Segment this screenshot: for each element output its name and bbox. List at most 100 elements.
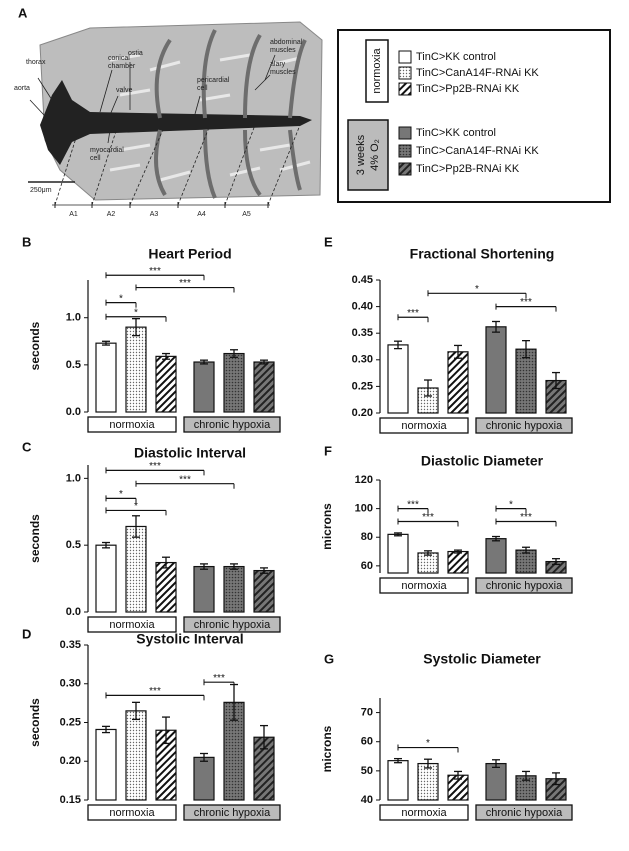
segment-label: A5 (242, 211, 251, 218)
diagram-label: chamber (108, 63, 136, 70)
error-bar (424, 550, 432, 556)
error-bar (200, 752, 208, 762)
y-axis-label: seconds (28, 514, 42, 563)
panel-label: A (18, 5, 28, 20)
bar (95, 342, 117, 413)
bar (387, 760, 409, 801)
error-bar (552, 371, 560, 390)
diagram-label: aorta (14, 85, 30, 92)
y-tick-label: 1.0 (66, 472, 81, 484)
legend-swatch (398, 50, 412, 64)
group-box (183, 616, 281, 633)
bar (193, 361, 215, 413)
significance-label: *** (520, 297, 532, 308)
diagram-label: cell (90, 155, 101, 162)
error-bar (132, 318, 140, 337)
bar (155, 355, 177, 413)
significance-label: * (119, 293, 123, 304)
legend-group-label: normoxia (371, 48, 383, 94)
y-tick-label: 70 (361, 706, 373, 718)
bar (95, 544, 117, 613)
chart-title: Systolic Diameter (423, 651, 541, 667)
legend-item: TinC>CanA14F-RNAi KK (416, 67, 539, 79)
diagram-label: muscles (270, 69, 296, 76)
significance-label: *** (149, 461, 161, 472)
significance-label: *** (179, 474, 191, 485)
error-bar (492, 320, 500, 333)
y-tick-label: 60 (361, 560, 373, 572)
bar (387, 344, 409, 414)
significance-label: * (119, 489, 123, 500)
y-axis-label: microns (320, 503, 334, 550)
y-tick-label: 0.35 (352, 327, 373, 339)
group-label: normoxia (401, 420, 447, 432)
group-label: chronic hypoxia (486, 580, 563, 592)
panel-label: C (22, 439, 32, 454)
bar (387, 533, 409, 574)
bar (447, 351, 469, 414)
legend-swatch (398, 66, 412, 80)
y-tick-label: 0.25 (352, 380, 373, 392)
segment-label: A4 (197, 211, 206, 218)
error-bar (230, 349, 238, 358)
bar (253, 361, 275, 413)
significance-bracket (427, 290, 527, 299)
y-tick-label: 0.15 (60, 794, 81, 806)
legend-swatch (398, 82, 412, 96)
error-bar (162, 352, 170, 360)
panel-label: D (22, 626, 31, 641)
group-box (87, 616, 177, 633)
significance-label: * (426, 738, 430, 749)
legend-item: TinC>KK control (416, 127, 496, 139)
significance-label: * (509, 499, 513, 510)
bar (125, 326, 147, 413)
panel-label: F (324, 443, 332, 458)
bar (485, 762, 507, 801)
bar (515, 348, 537, 414)
significance-bracket (135, 284, 235, 293)
significance-bracket (105, 467, 205, 476)
heart-diagram (28, 21, 323, 206)
y-tick-label: 0.20 (60, 755, 81, 767)
error-bar (552, 558, 560, 566)
bar (223, 565, 245, 613)
error-bar (394, 532, 402, 537)
chart-title: Heart Period (148, 246, 231, 262)
y-tick-label: 0.45 (352, 274, 373, 286)
error-bar (424, 379, 432, 397)
y-tick-label: 100 (355, 503, 373, 515)
chart-title: Diastolic Diameter (421, 453, 544, 469)
legend-group-label: 3 weeks (355, 134, 367, 175)
group-box (379, 417, 469, 434)
error-bar (102, 340, 110, 346)
scale-bar-label: 250μm (30, 187, 52, 194)
diagram-label: abdominal (270, 39, 303, 46)
bar (417, 762, 439, 801)
significance-bracket (203, 679, 235, 688)
y-tick-label: 0.0 (66, 606, 81, 618)
y-axis-label: seconds (28, 698, 42, 747)
significance-bracket (397, 744, 459, 753)
segment-label: A3 (150, 211, 159, 218)
y-tick-label: 40 (361, 794, 373, 806)
legend-item: TinC>Pp2B-RNAi KK (416, 83, 520, 95)
group-label: chronic hypoxia (194, 807, 271, 819)
diagram-label: myocardial (90, 147, 124, 154)
y-tick-label: 60 (361, 736, 373, 748)
segment-label: A1 (69, 211, 78, 218)
bar (253, 569, 275, 613)
error-bar (424, 758, 432, 769)
significance-bracket (105, 299, 137, 308)
significance-bracket (105, 272, 205, 281)
y-tick-label: 0.5 (66, 539, 81, 551)
error-bar (394, 757, 402, 764)
error-bar (200, 359, 208, 365)
bar (447, 550, 469, 574)
significance-label: *** (422, 512, 434, 523)
error-bar (522, 770, 530, 781)
y-axis-label: microns (320, 725, 334, 772)
diagram-label: conical (108, 55, 130, 62)
error-bar (522, 339, 530, 359)
chart-title: Systolic Interval (136, 631, 243, 647)
